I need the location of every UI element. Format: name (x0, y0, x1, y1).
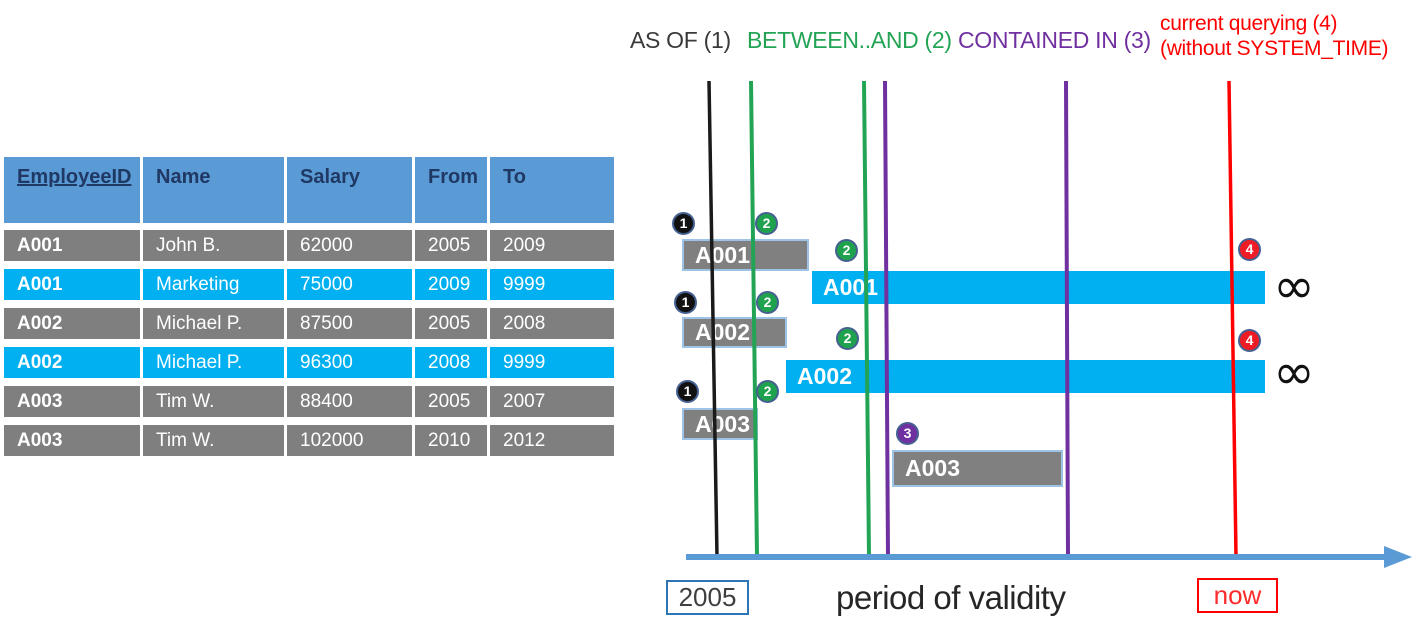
timeline-axis-label: period of validity (836, 579, 1066, 616)
cell-to: 2008 (490, 308, 614, 339)
cell-name: Tim W. (143, 425, 284, 456)
badge-2-between: 2 (835, 239, 858, 262)
cell-salary: 102000 (287, 425, 412, 456)
cell-salary: 96300 (287, 347, 412, 378)
cell-to: 2007 (490, 386, 614, 417)
cell-name: Michael P. (143, 347, 284, 378)
badge-2-between: 2 (836, 327, 859, 350)
legend-contained-in: CONTAINED IN (3) (958, 27, 1151, 53)
legend-current-querying-line1: current querying (4) (1160, 12, 1338, 35)
badge-2-between: 2 (755, 212, 778, 235)
cell-salary: 62000 (287, 230, 412, 261)
legend-current-querying: current querying (4) (without SYSTEM_TIM… (1160, 11, 1389, 61)
cell-name: Marketing (143, 269, 284, 300)
bar-label: A002 (797, 363, 852, 389)
badge-1-as-of: 1 (674, 291, 697, 314)
bar-label: A002 (695, 319, 750, 345)
cell-name: Michael P. (143, 308, 284, 339)
badge-2-between: 2 (756, 291, 779, 314)
timeline-start-year-box: 2005 (666, 580, 749, 615)
timeline-now-box: now (1197, 578, 1278, 613)
validity-bar-a003-middle: A003 (892, 450, 1063, 487)
cell-to: 2012 (490, 425, 614, 456)
validity-bar-a003-old: A003 (682, 408, 758, 440)
contained-start-line (883, 80, 890, 558)
table-row-highlighted: A002 Michael P. 96300 2008 9999 (4, 347, 614, 378)
cell-salary: 87500 (287, 308, 412, 339)
validity-bar-a001-current: A001 (812, 271, 1265, 304)
table-header-row: EmployeeID Name Salary From To (4, 157, 614, 223)
column-header-to: To (490, 157, 614, 223)
legend-between-and: BETWEEN..AND (2) (747, 27, 952, 53)
employee-table: EmployeeID Name Salary From To A001 John… (4, 157, 614, 464)
time-axis-arrowhead (1384, 546, 1412, 568)
cell-to: 9999 (490, 269, 614, 300)
cell-from: 2008 (415, 347, 487, 378)
cell-employeeid: A002 (4, 347, 140, 378)
cell-employeeid: A001 (4, 269, 140, 300)
cell-to: 9999 (490, 347, 614, 378)
now-line (1227, 80, 1238, 557)
cell-to: 2009 (490, 230, 614, 261)
badge-4-current: 4 (1238, 238, 1261, 261)
badge-1-as-of: 1 (672, 212, 695, 235)
contained-end-line (1064, 80, 1070, 558)
infinity-icon: ∞ (1273, 343, 1315, 401)
bar-label: A001 (823, 274, 878, 300)
bar-label: A001 (695, 241, 750, 268)
table-row: A003 Tim W. 88400 2005 2007 (4, 386, 614, 417)
cell-employeeid: A003 (4, 425, 140, 456)
column-header-name: Name (143, 157, 284, 223)
cell-salary: 75000 (287, 269, 412, 300)
cell-employeeid: A003 (4, 386, 140, 417)
validity-bar-a001-old: A001 (682, 239, 809, 271)
cell-name: Tim W. (143, 386, 284, 417)
badge-1-as-of: 1 (676, 380, 699, 403)
cell-from: 2005 (415, 386, 487, 417)
cell-employeeid: A001 (4, 230, 140, 261)
cell-employeeid: A002 (4, 308, 140, 339)
cell-from: 2009 (415, 269, 487, 300)
column-header-salary: Salary (287, 157, 412, 223)
badge-4-current: 4 (1238, 329, 1261, 352)
table-row-highlighted: A001 Marketing 75000 2009 9999 (4, 269, 614, 300)
column-header-employeeid-label: EmployeeID (17, 166, 132, 188)
cell-salary: 88400 (287, 386, 412, 417)
infinity-icon: ∞ (1273, 257, 1315, 315)
between-end-line (862, 80, 871, 558)
cell-name: John B. (143, 230, 284, 261)
validity-bar-a002-old: A002 (682, 317, 787, 348)
table-row: A003 Tim W. 102000 2010 2012 (4, 425, 614, 456)
cell-from: 2005 (415, 308, 487, 339)
badge-3-contained-in: 3 (896, 422, 919, 445)
bar-label: A003 (905, 455, 960, 481)
bar-label: A003 (695, 410, 750, 437)
column-header-employeeid: EmployeeID (4, 157, 140, 223)
legend-current-querying-line2: (without SYSTEM_TIME) (1160, 37, 1389, 60)
legend-as-of: AS OF (1) (630, 27, 731, 53)
validity-bar-a002-current: A002 (786, 360, 1265, 393)
table-row: A002 Michael P. 87500 2005 2008 (4, 308, 614, 339)
cell-from: 2010 (415, 425, 487, 456)
column-header-from: From (415, 157, 487, 223)
badge-2-between: 2 (756, 380, 779, 403)
cell-from: 2005 (415, 230, 487, 261)
table-row: A001 John B. 62000 2005 2009 (4, 230, 614, 261)
